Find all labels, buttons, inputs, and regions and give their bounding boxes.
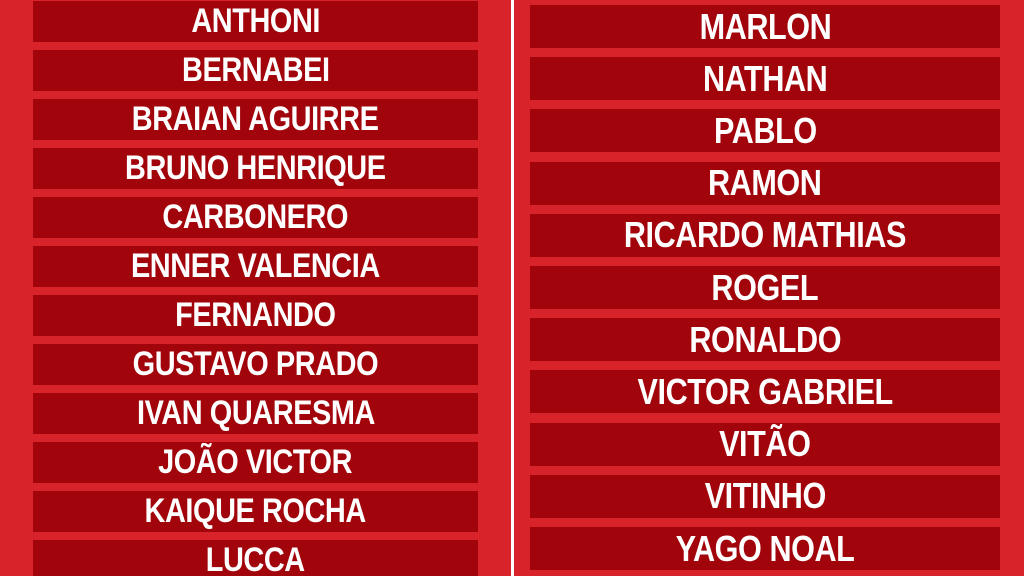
- left-name-list: ANTHONI BERNABEI BRAIAN AGUIRRE BRUNO HENRI…: [0, 0, 511, 576]
- player-name: YAGO NOAL: [675, 527, 855, 569]
- right-name-list: MARLON NATHAN PABLO RAMON RICARDO MATHIAS ROG…: [514, 0, 1024, 576]
- name-bar: BRUNO HENRIQUE: [33, 148, 478, 189]
- player-name: JOÃO VICTOR: [158, 443, 353, 481]
- name-bar: LUCCA: [33, 540, 478, 576]
- player-name: MARLON: [699, 5, 831, 47]
- name-bar: YAGO NOAL: [530, 527, 1000, 570]
- player-name: VITÃO: [719, 423, 811, 465]
- player-name: FERNANDO: [175, 296, 336, 334]
- name-bar: VICTOR GABRIEL: [530, 370, 1000, 414]
- player-name: PABLO: [713, 109, 817, 151]
- name-bar: NATHAN: [530, 57, 1000, 101]
- name-bar: PABLO: [530, 109, 1000, 153]
- player-name: VICTOR GABRIEL: [637, 370, 893, 412]
- name-bar: RAMON: [530, 161, 1000, 205]
- player-name: KAIQUE ROCHA: [144, 492, 367, 530]
- player-name: CARBONERO: [162, 198, 349, 236]
- name-bar: JOÃO VICTOR: [33, 442, 478, 483]
- name-bar: FERNANDO: [33, 295, 478, 336]
- player-name: RAMON: [708, 162, 822, 204]
- name-bar: BRAIAN AGUIRRE: [33, 99, 478, 140]
- name-bar: VITÃO: [530, 422, 1000, 466]
- player-name: RICARDO MATHIAS: [623, 214, 907, 256]
- player-name: NATHAN: [702, 57, 828, 99]
- player-name: BERNABEI: [181, 51, 330, 89]
- name-bar: ENNER VALENCIA: [33, 246, 478, 287]
- player-name: IVAN QUARESMA: [136, 394, 375, 432]
- name-bar: GUSTAVO PRADO: [33, 344, 478, 385]
- player-name: ROGEL: [711, 266, 819, 308]
- name-bar: KAIQUE ROCHA: [33, 491, 478, 532]
- player-name: VITINHO: [704, 475, 826, 517]
- player-name: ENNER VALENCIA: [131, 247, 380, 285]
- name-bar: ROGEL: [530, 266, 1000, 309]
- player-name: RONALDO: [689, 318, 841, 360]
- name-bar: VITINHO: [530, 474, 1000, 518]
- name-bar: RICARDO MATHIAS: [530, 213, 1000, 257]
- player-name: LUCCA: [205, 541, 305, 576]
- name-bar: ANTHONI: [33, 1, 478, 42]
- name-bar: IVAN QUARESMA: [33, 393, 478, 434]
- name-bar: RONALDO: [530, 318, 1000, 362]
- player-name: ANTHONI: [191, 2, 320, 40]
- player-name: GUSTAVO PRADO: [132, 345, 379, 383]
- name-bar: MARLON: [530, 5, 1000, 48]
- player-name: BRUNO HENRIQUE: [125, 149, 386, 187]
- name-bar: CARBONERO: [33, 197, 478, 238]
- name-bar: BERNABEI: [33, 50, 478, 91]
- player-name: BRAIAN AGUIRRE: [132, 100, 379, 138]
